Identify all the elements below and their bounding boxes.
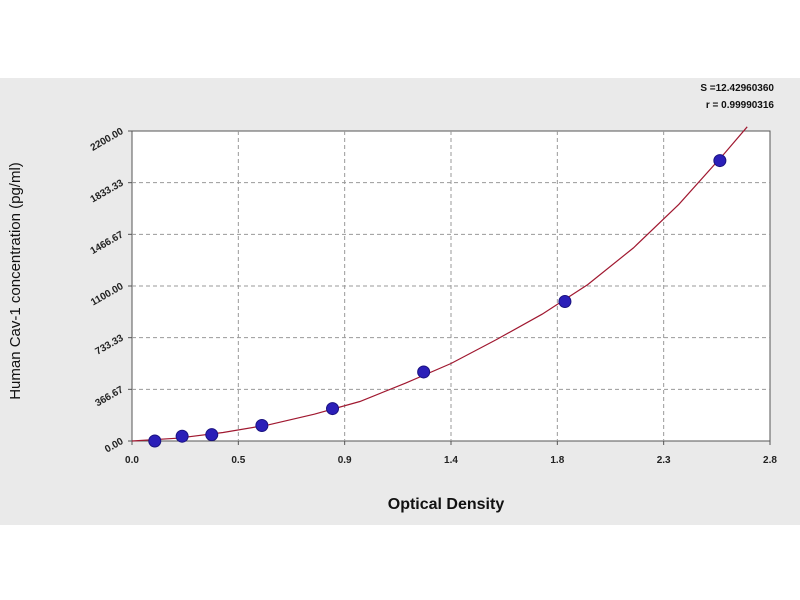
- data-points-layer: [148, 154, 727, 448]
- y-tick-label: 733.33: [94, 333, 126, 358]
- y-tick-label: 366.67: [94, 384, 126, 409]
- x-axis-title: Optical Density: [388, 496, 505, 513]
- data-point: [558, 295, 572, 308]
- y-tick-label: 1466.67: [89, 229, 126, 257]
- x-tick-label: 1.8: [550, 455, 564, 466]
- x-tick-label: 1.4: [444, 455, 458, 466]
- y-tick-labels: 0.00 366.67 733.33 1100.00 1466.67 1833.33 220…: [89, 126, 126, 455]
- y-tick-label: 0.00: [103, 436, 126, 455]
- x-tick-label: 0.5: [231, 455, 245, 466]
- data-point: [205, 428, 219, 442]
- x-tick-label: 2.8: [763, 455, 777, 466]
- y-axis-title: Human Cav-1 concentration (pg/ml): [7, 162, 24, 400]
- x-tick-label: 0.9: [338, 455, 352, 466]
- x-tick-label: 2.3: [657, 455, 671, 466]
- data-point: [417, 365, 431, 379]
- data-point: [255, 419, 269, 432]
- x-tick-labels: 0.0 0.5 0.9 1.4 1.8 2.3 2.8: [125, 455, 777, 466]
- fit-curve-layer: [131, 126, 748, 442]
- fit-stat-r: r = 0.99990316: [706, 100, 775, 111]
- data-point: [713, 154, 727, 168]
- data-point: [326, 402, 340, 416]
- fit-stat-s: S =12.42960360: [700, 83, 774, 94]
- y-tick-label: 1100.00: [89, 281, 126, 309]
- data-point: [148, 434, 162, 448]
- grid-layer: [128, 130, 771, 445]
- y-tick-label: 2200.00: [89, 126, 126, 154]
- x-tick-label: 0.0: [125, 455, 139, 466]
- fit-curve: [131, 126, 748, 442]
- y-tick-label: 1833.33: [89, 178, 126, 206]
- data-point: [175, 429, 189, 443]
